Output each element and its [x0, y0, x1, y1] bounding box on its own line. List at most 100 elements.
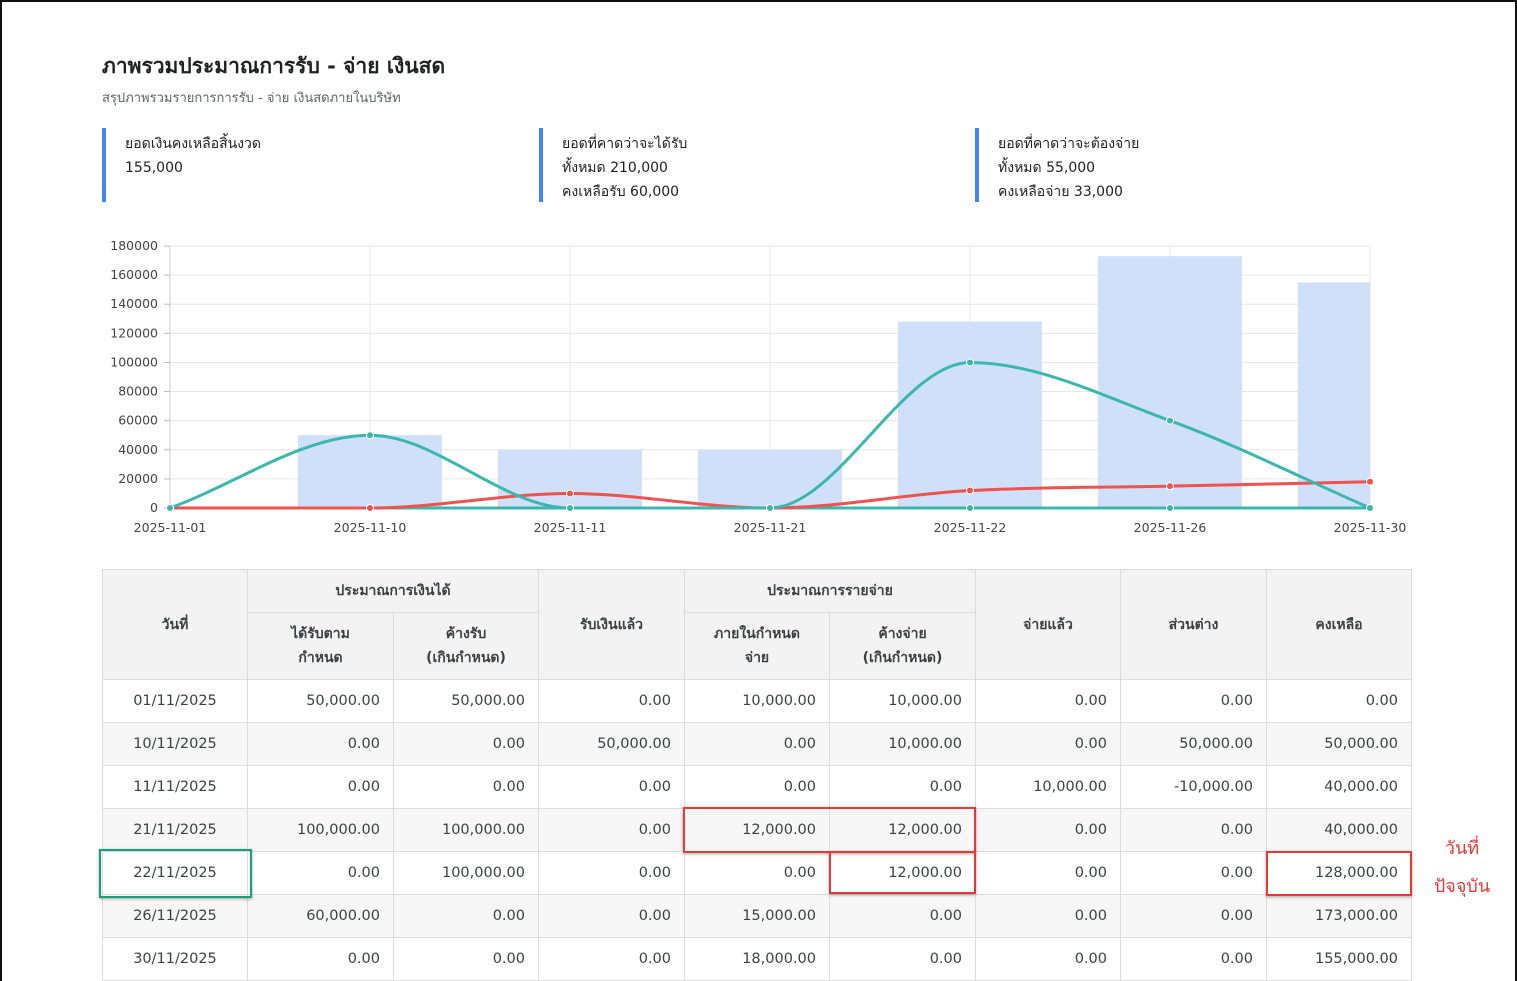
y-tick-label: 140000 — [110, 296, 158, 311]
highlight-box-overdue-expense — [829, 851, 976, 894]
data-point — [766, 504, 774, 512]
table-cell-value: 60,000.00 — [247, 894, 394, 938]
table-cell-value: 128,000.00 — [1266, 851, 1412, 895]
table-cell-value: 0.00 — [684, 851, 830, 895]
cashflow-chart: 0 20000 40000 60000 80000 100000 120000 140000 1… — [0, 228, 1517, 548]
table-cell-date: 11/11/2025 — [102, 765, 248, 809]
table-cell-date: 21/11/2025 — [102, 808, 248, 852]
table-row: 22/11/2025 0.00 100,000.00 0.00 0.00 12,000.0… — [102, 851, 1412, 895]
table-cell-value: 0.00 — [1120, 937, 1267, 981]
summary-card-ending-balance: ยอดเงินคงเหลือสิ้นงวด 155,000 — [102, 128, 522, 202]
table-cell-value: 173,000.00 — [1266, 894, 1412, 938]
table-cell-value: 0.00 — [975, 851, 1121, 895]
table-cell-value: 0.00 — [1120, 851, 1267, 895]
cashflow-chart-svg: 0 20000 40000 60000 80000 100000 120000 140000 1… — [110, 238, 1406, 535]
table-cell-date: 26/11/2025 — [102, 894, 248, 938]
data-point — [1166, 416, 1174, 425]
data-point — [1366, 477, 1374, 486]
summary-card-value: คงเหลือรับ 60,000 — [562, 184, 680, 200]
y-tick-label: 180000 — [110, 238, 158, 253]
table-cell-value: 0.00 — [975, 808, 1121, 852]
table-cell-value: 0.00 — [975, 679, 1121, 723]
summary-card-value: ทั้งหมด 55,000 — [998, 160, 1096, 176]
table-cell-value: 0.00 — [247, 722, 394, 766]
table-cell-value: 0.00 — [1120, 679, 1267, 723]
cashflow-table: วันที่ ประมาณการเงินได้ รับเงินแล้ว ประม… — [102, 569, 1412, 981]
table-cell-value: 10,000.00 — [829, 679, 976, 723]
table-cell-value: 10,000.00 — [975, 765, 1121, 809]
summary-card-label: ยอดเงินคงเหลือสิ้นงวด — [125, 136, 262, 152]
y-tick-label: 160000 — [110, 267, 158, 282]
y-tick-label: 120000 — [110, 325, 158, 340]
data-point — [566, 489, 574, 498]
bar — [698, 449, 842, 508]
table-row: 30/11/2025 0.00 0.00 0.00 18,000.00 0.00 0.00 0… — [102, 937, 1412, 981]
summary-card-value: ทั้งหมด 210,000 — [562, 160, 668, 176]
x-tick-label: 2025-11-01 — [134, 520, 207, 535]
y-tick-label: 40000 — [118, 442, 158, 457]
table-cell-value: 0.00 — [538, 894, 685, 938]
table-cell-value: 0.00 — [393, 722, 539, 766]
table-cell-value: 0.00 — [829, 765, 976, 809]
summary-card-value: คงเหลือจ่าย 33,000 — [998, 184, 1123, 200]
table-cell-date: 10/11/2025 — [102, 722, 248, 766]
page-header: ภาพรวมประมาณการรับ - จ่าย เงินสด สรุปภาพ… — [102, 50, 445, 108]
table-cell-value: 0.00 — [684, 765, 830, 809]
table-cell-value: 0.00 — [538, 765, 685, 809]
table-cell-value: 0.00 — [1120, 894, 1267, 938]
table-cell-value: 50,000.00 — [393, 679, 539, 723]
table-cell-value: 0.00 — [1120, 808, 1267, 852]
col-group-income: ประมาณการเงินได้ — [247, 569, 539, 613]
table-cell-value: 15,000.00 — [684, 894, 830, 938]
col-header-received: รับเงินแล้ว — [538, 569, 685, 680]
table-cell-value: 0.00 — [393, 894, 539, 938]
current-day-note: วันที่ ปัจจุบัน — [1433, 838, 1491, 897]
table-cell-value: 0.00 — [538, 851, 685, 895]
table-cell-value: 100,000.00 — [393, 851, 539, 895]
table-cell-value: 0.00 — [684, 722, 830, 766]
summary-card-label: ยอดที่คาดว่าจะได้รับ — [562, 136, 688, 152]
table-row: 11/11/2025 0.00 0.00 0.00 0.00 0.00 10,000.00-… — [102, 765, 1412, 809]
col-header-diff: ส่วนต่าง — [1120, 569, 1267, 680]
table-cell-date: 01/11/2025 — [102, 679, 248, 723]
col-header-balance: คงเหลือ — [1266, 569, 1412, 680]
x-tick-label: 2025-11-22 — [934, 520, 1007, 535]
table-cell-value: 10,000.00 — [684, 679, 830, 723]
table-cell-value: 0.00 — [247, 765, 394, 809]
data-point — [366, 431, 374, 440]
y-tick-label: 80000 — [118, 384, 158, 399]
table-cell-value: 100,000.00 — [247, 808, 394, 852]
summary-card-value: 155,000 — [125, 160, 183, 176]
table-cell-value: 0.00 — [393, 765, 539, 809]
x-tick-label: 2025-11-11 — [534, 520, 607, 535]
table-cell-value: 0.00 — [829, 894, 976, 938]
table-cell-value: 0.00 — [975, 722, 1121, 766]
table-cell-value: 18,000.00 — [684, 937, 830, 981]
data-point — [1166, 482, 1174, 491]
table-cell-value: 12,000.00 — [684, 808, 830, 852]
col-header-expense-overdue: ค้างจ่าย (เกินกำหนด) — [829, 612, 976, 680]
page-subtitle: สรุปภาพรวมรายการการรับ - จ่าย เงินสดภายใ… — [102, 91, 401, 106]
table-cell-value: 50,000.00 — [1120, 722, 1267, 766]
highlight-box-balance — [1266, 851, 1412, 896]
table-row: 21/11/2025 100,000.00 100,000.00 0.00 12,000… — [102, 808, 1412, 852]
x-tick-label: 2025-11-26 — [1134, 520, 1207, 535]
table-cell-date: 30/11/2025 — [102, 937, 248, 981]
table-cell-value: 100,000.00 — [393, 808, 539, 852]
table-cell-value: -10,000.00 — [1120, 765, 1267, 809]
summary-card-expected-receipts: ยอดที่คาดว่าจะได้รับ ทั้งหมด 210,000 คงเ… — [539, 128, 959, 202]
table-cell-value: 0.00 — [829, 937, 976, 981]
table-cell-value: 50,000.00 — [247, 679, 394, 723]
col-header-expense-due: ภายในกำหนด จ่าย — [684, 612, 830, 680]
y-tick-label: 60000 — [118, 413, 158, 428]
y-tick-label: 100000 — [110, 354, 158, 369]
table-cell-value: 0.00 — [1266, 679, 1412, 723]
data-point — [966, 504, 974, 512]
x-tick-label: 2025-11-21 — [734, 520, 807, 535]
table-cell-value: 50,000.00 — [538, 722, 685, 766]
table-cell-value: 0.00 — [393, 937, 539, 981]
data-point — [1166, 504, 1174, 512]
y-tick-label: 0 — [150, 500, 158, 515]
bar — [498, 449, 642, 508]
